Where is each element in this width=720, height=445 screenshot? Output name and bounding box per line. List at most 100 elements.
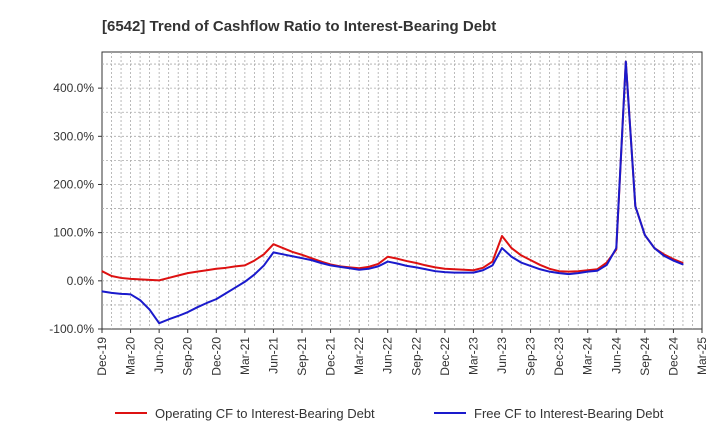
- data-point-free: [425, 268, 427, 270]
- data-point-operating: [234, 265, 236, 267]
- data-point-free: [387, 260, 389, 263]
- data-point-operating: [577, 270, 579, 272]
- data-point-free: [263, 264, 265, 267]
- data-point-free: [596, 270, 598, 272]
- data-point-free: [177, 315, 179, 317]
- data-point-free: [272, 251, 275, 254]
- x-tick-label: Jun-24: [609, 337, 623, 374]
- data-point-operating: [120, 277, 122, 279]
- data-point-free: [310, 259, 313, 261]
- data-point-free: [644, 234, 646, 236]
- legend-label-operating: Operating CF to Interest-Bearing Debt: [155, 406, 375, 421]
- data-point-operating: [587, 269, 589, 271]
- data-point-free: [634, 205, 636, 207]
- data-point-free: [253, 273, 255, 276]
- y-tick-label: 0.0%: [67, 274, 95, 288]
- data-point-free: [234, 286, 236, 289]
- data-point-operating: [510, 247, 513, 249]
- data-point-free: [510, 256, 513, 258]
- data-point-operating: [463, 269, 465, 271]
- data-point-operating: [253, 259, 255, 262]
- data-point-operating: [215, 268, 217, 270]
- data-point-free: [368, 268, 370, 270]
- x-tick-label: Jun-22: [381, 337, 395, 374]
- x-tick-label: Sep-21: [295, 337, 309, 376]
- data-point-operating: [244, 264, 246, 267]
- x-tick-label: Jun-21: [266, 337, 280, 374]
- data-point-operating: [425, 264, 427, 267]
- data-point-free: [453, 272, 455, 274]
- x-tick-label: Mar-22: [352, 337, 366, 375]
- x-tick-label: Jun-23: [495, 337, 509, 374]
- data-point-operating: [110, 275, 113, 277]
- axes: -100.0% 0.0% 100.0% 200.0% 300.0% 400.0% Dec-1…: [49, 81, 709, 376]
- data-point-operating: [301, 254, 303, 256]
- data-point-free: [168, 318, 170, 320]
- data-point-operating: [149, 279, 151, 281]
- data-point-operating: [529, 259, 532, 261]
- data-point-free: [349, 267, 351, 269]
- data-point-operating: [501, 235, 503, 237]
- data-point-free: [406, 265, 408, 267]
- x-tick-label: Mar-20: [124, 337, 138, 375]
- data-point-operating: [491, 260, 494, 263]
- legend: Operating CF to Interest-Bearing Debt Fre…: [115, 406, 664, 421]
- data-point-free: [568, 273, 570, 275]
- data-point-free: [615, 247, 617, 249]
- x-tick-label: Sep-23: [524, 337, 538, 376]
- grid: [101, 51, 703, 330]
- data-point-free: [491, 264, 494, 267]
- data-point-free: [244, 281, 246, 283]
- data-point-operating: [377, 263, 379, 265]
- y-tick-label: 200.0%: [53, 177, 94, 191]
- data-point-free: [587, 271, 589, 273]
- data-point-operating: [549, 268, 551, 270]
- data-point-free: [158, 322, 160, 324]
- data-point-operating: [396, 258, 398, 260]
- y-tick-label: 300.0%: [53, 129, 94, 143]
- data-point-operating: [558, 270, 560, 272]
- data-point-free: [682, 263, 684, 266]
- x-tick-label: Dec-24: [666, 337, 680, 376]
- x-tick-label: Dec-23: [552, 337, 566, 376]
- data-point-free: [558, 272, 560, 274]
- series: [101, 60, 684, 325]
- plot-area: [101, 51, 703, 330]
- data-point-free: [520, 261, 522, 264]
- data-point-operating: [406, 260, 408, 262]
- data-point-operating: [387, 256, 389, 258]
- data-point-free: [653, 247, 655, 249]
- data-point-operating: [187, 272, 189, 274]
- data-point-operating: [263, 253, 265, 255]
- data-point-free: [225, 292, 227, 294]
- data-point-free: [101, 290, 103, 293]
- data-point-operating: [453, 268, 455, 270]
- data-point-free: [329, 264, 332, 267]
- x-tick-label: Mar-25: [695, 337, 709, 375]
- data-point-free: [625, 61, 627, 63]
- x-tick-label: Dec-22: [438, 337, 452, 376]
- data-point-free: [396, 262, 398, 265]
- data-point-operating: [196, 271, 198, 273]
- data-point-free: [472, 272, 475, 274]
- data-point-operating: [539, 264, 541, 266]
- data-point-operating: [520, 254, 522, 256]
- data-point-operating: [444, 268, 446, 270]
- data-point-operating: [358, 267, 360, 269]
- data-point-free: [549, 271, 551, 273]
- data-point-operating: [129, 278, 132, 280]
- x-tick-label: Dec-19: [95, 337, 109, 376]
- data-point-free: [377, 265, 379, 267]
- data-point-free: [110, 292, 113, 294]
- data-point-operating: [415, 262, 417, 264]
- chart-title: [6542] Trend of Cashflow Ratio to Intere…: [102, 18, 496, 35]
- data-point-operating: [272, 243, 275, 245]
- data-point-operating: [434, 266, 436, 268]
- data-point-free: [577, 272, 579, 274]
- y-tick-label: 400.0%: [53, 81, 94, 95]
- x-tick-label: Dec-21: [324, 337, 338, 376]
- x-tick-label: Dec-20: [209, 337, 223, 376]
- data-point-free: [539, 268, 541, 270]
